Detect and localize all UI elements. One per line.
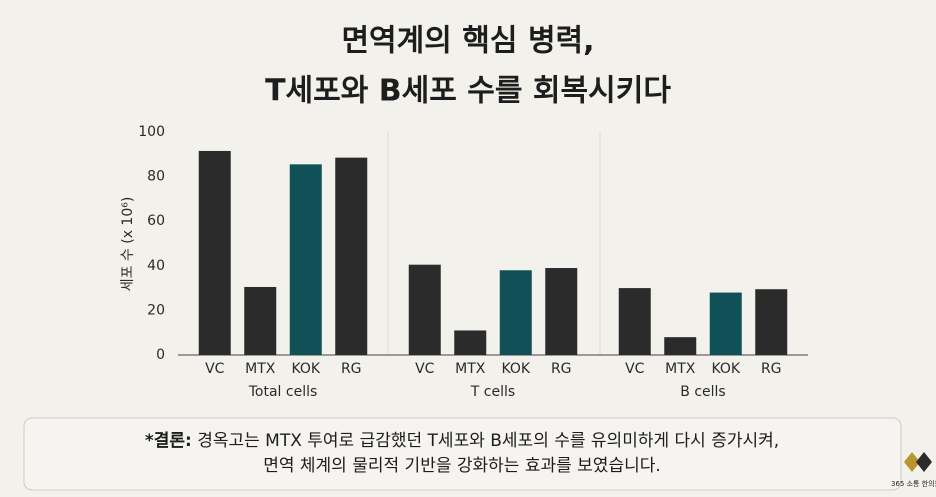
group-label: B cells [680, 384, 725, 400]
logo-text: 365 소통 한의원 [891, 479, 936, 488]
x-tick-label: RG [761, 361, 782, 377]
bar [198, 150, 231, 355]
bar [709, 292, 742, 355]
group-label: Total cells [248, 384, 318, 400]
bar [244, 286, 277, 355]
conclusion-text: 경옥고는 MTX 투여로 급감했던 T세포와 B세포의 수를 유의미하게 다시 … [197, 431, 779, 451]
logo: 365 소통 한의원 [891, 452, 936, 488]
x-tick-label: RG [341, 361, 362, 377]
title-line: T세포와 B세포 수를 회복시키다 [265, 74, 671, 109]
conclusion-line: *결론: 경옥고는 MTX 투여로 급감했던 T세포와 B세포의 수를 유의미하… [145, 431, 779, 451]
x-tick-label: MTX [245, 361, 276, 377]
conclusion-label: *결론: [145, 431, 192, 451]
x-tick-label: RG [551, 361, 572, 377]
bar [289, 164, 322, 355]
y-tick-label: 80 [147, 169, 165, 185]
bar [618, 288, 651, 355]
bar [545, 268, 578, 355]
y-tick-label: 0 [156, 347, 165, 363]
group-label: T cells [470, 384, 515, 400]
bar [664, 337, 697, 355]
x-tick-label: MTX [455, 361, 486, 377]
bar [335, 157, 368, 355]
bar [499, 270, 532, 355]
y-tick-label: 20 [147, 302, 165, 318]
x-tick-label: VC [205, 361, 225, 377]
y-tick-label: 60 [147, 213, 165, 229]
x-tick-label: KOK [501, 361, 530, 377]
bar [755, 289, 788, 355]
y-tick-label: 100 [138, 124, 165, 140]
title-line: 면역계의 핵심 병력, [341, 24, 594, 59]
y-axis-label: 세포 수 (x 10⁶) [120, 197, 136, 292]
x-tick-label: VC [415, 361, 435, 377]
x-tick-label: KOK [711, 361, 740, 377]
x-tick-label: MTX [665, 361, 696, 377]
x-tick-label: VC [625, 361, 645, 377]
bar [454, 330, 487, 355]
conclusion-line: 면역 체계의 물리적 기반을 강화하는 효과를 보였습니다. [263, 456, 661, 476]
y-tick-label: 40 [147, 258, 165, 274]
x-tick-label: KOK [291, 361, 320, 377]
conclusion-box [23, 417, 902, 491]
bar [408, 264, 441, 355]
